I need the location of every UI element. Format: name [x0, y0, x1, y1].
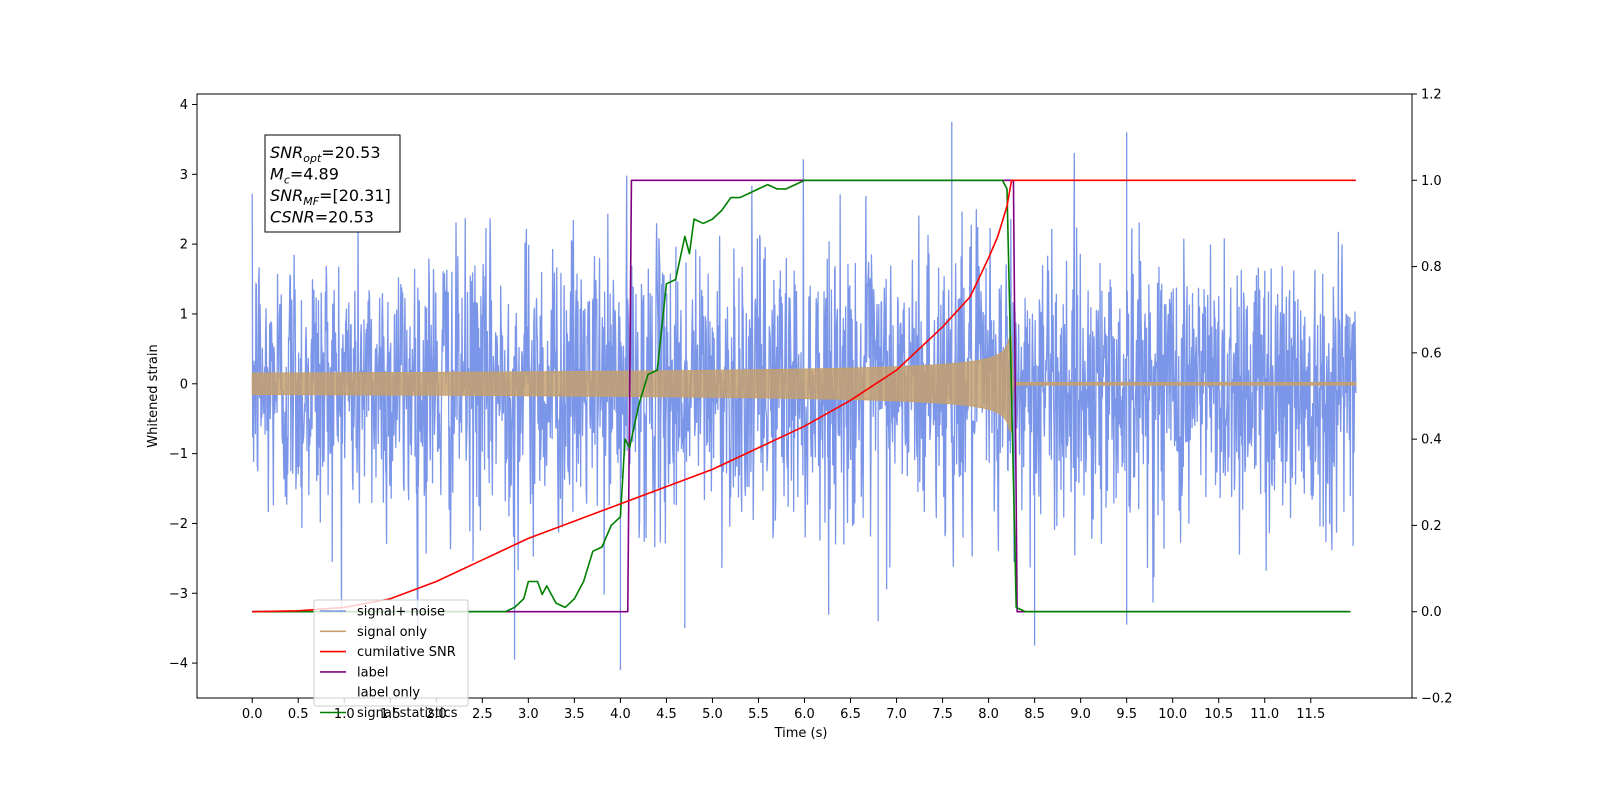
- y-axis-right: −0.2 0.0 0.2 0.4 0.6 0.8 1.0 1.2: [1412, 88, 1453, 707]
- x-tick-label: 10.0: [1158, 707, 1187, 722]
- x-tick-label: 6.5: [840, 707, 861, 722]
- series-signal-only: [251, 334, 1357, 433]
- y-right-tick-label: 0.8: [1421, 260, 1442, 275]
- x-tick-label: 3.0: [518, 707, 539, 722]
- y-right-tick-label: −0.2: [1421, 692, 1453, 707]
- x-tick-label: 2.0: [426, 707, 447, 722]
- legend-entry: label only: [357, 686, 420, 701]
- y-right-tick-label: 0.6: [1421, 346, 1442, 361]
- legend: signal+ noise signal only cumilative SNR la…: [313, 599, 469, 721]
- x-tick-label: 3.5: [564, 707, 585, 722]
- x-tick-label: 1.5: [380, 707, 401, 722]
- y-right-tick-label: 1.0: [1421, 174, 1442, 189]
- y-left-tick-label: 0: [180, 377, 188, 392]
- y-right-tick-label: 0.0: [1421, 605, 1442, 620]
- y-axis-left: −4 −3 −2 −1 0 1 2 3 4: [169, 98, 197, 672]
- x-tick-label: 0.5: [288, 707, 309, 722]
- x-tick-label: 2.5: [472, 707, 493, 722]
- y-left-tick-label: 4: [180, 98, 188, 113]
- legend-entry: cumilative SNR: [357, 645, 456, 660]
- x-tick-label: 11.0: [1250, 707, 1279, 722]
- y-left-tick-label: −1: [169, 447, 188, 462]
- y-left-tick-label: −4: [169, 657, 188, 672]
- annotation-line: SNRopt=20.53: [270, 143, 381, 165]
- y-axis-label: Whitened strain: [146, 344, 161, 447]
- x-tick-label: 11.5: [1296, 707, 1325, 722]
- series-cumilative-snr: [252, 179, 1356, 613]
- legend-entry: signal only: [357, 625, 427, 640]
- x-tick-label: 10.5: [1204, 707, 1233, 722]
- annotation-box-frame: [264, 134, 401, 233]
- y-right-tick-label: 1.2: [1421, 88, 1442, 103]
- x-tick-label: 8.0: [978, 707, 999, 722]
- x-tick-label: 8.5: [1024, 707, 1045, 722]
- y-left-tick-label: 2: [180, 238, 188, 253]
- x-tick-label: 7.5: [932, 707, 953, 722]
- legend-entry: label: [357, 665, 388, 680]
- x-tick-label: 1.0: [334, 707, 355, 722]
- x-tick-label: 9.5: [1116, 707, 1137, 722]
- x-tick-label: 9.0: [1070, 707, 1091, 722]
- annotation-line: CSNR=20.53: [270, 208, 374, 227]
- x-axis: 0.0 0.5 1.0 1.5 2.0 2.5 3.0 3.5 4.0 4.5 5.0 5.5 6.0 6…: [242, 698, 1325, 722]
- x-tick-label: 0.0: [242, 707, 263, 722]
- y-right-tick-label: 0.4: [1421, 433, 1442, 448]
- annotation-line: Mc=4.89: [270, 165, 339, 187]
- snr-annotation-box: SNRopt=20.53Mc=4.89SNRMF=[20.31]CSNR=20.…: [264, 134, 401, 233]
- y-left-tick-label: 3: [180, 168, 188, 183]
- y-left-tick-label: −2: [169, 517, 188, 532]
- x-tick-label: 7.0: [886, 707, 907, 722]
- y-left-tick-label: 1: [180, 307, 188, 322]
- legend-entry: signal+ noise: [357, 605, 445, 620]
- y-right-tick-label: 0.2: [1421, 519, 1442, 534]
- x-axis-label: Time (s): [774, 726, 828, 741]
- legend-frame: [313, 599, 469, 707]
- plot-area: [251, 121, 1357, 671]
- x-tick-label: 5.5: [748, 707, 769, 722]
- x-tick-label: 5.0: [702, 707, 723, 722]
- x-tick-label: 6.0: [794, 707, 815, 722]
- x-tick-label: 4.5: [656, 707, 677, 722]
- legend-entry: signal statistics: [357, 706, 458, 721]
- series-signal-statistics: [252, 179, 1351, 613]
- x-tick-label: 4.0: [610, 707, 631, 722]
- annotation-line: SNRMF=[20.31]: [270, 186, 391, 208]
- y-left-tick-label: −3: [169, 587, 188, 602]
